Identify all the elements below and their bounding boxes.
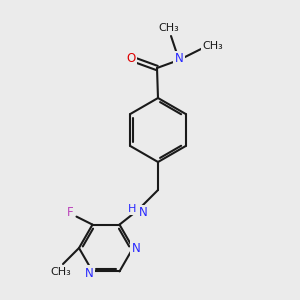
Text: N: N xyxy=(175,52,183,65)
Text: O: O xyxy=(126,52,136,64)
Text: N: N xyxy=(132,242,140,254)
Text: F: F xyxy=(67,206,74,219)
Text: H: H xyxy=(128,204,136,214)
Text: CH₃: CH₃ xyxy=(51,267,71,277)
Text: N: N xyxy=(139,206,147,220)
Text: CH₃: CH₃ xyxy=(202,41,224,51)
Text: N: N xyxy=(85,267,94,280)
Text: CH₃: CH₃ xyxy=(159,23,179,33)
